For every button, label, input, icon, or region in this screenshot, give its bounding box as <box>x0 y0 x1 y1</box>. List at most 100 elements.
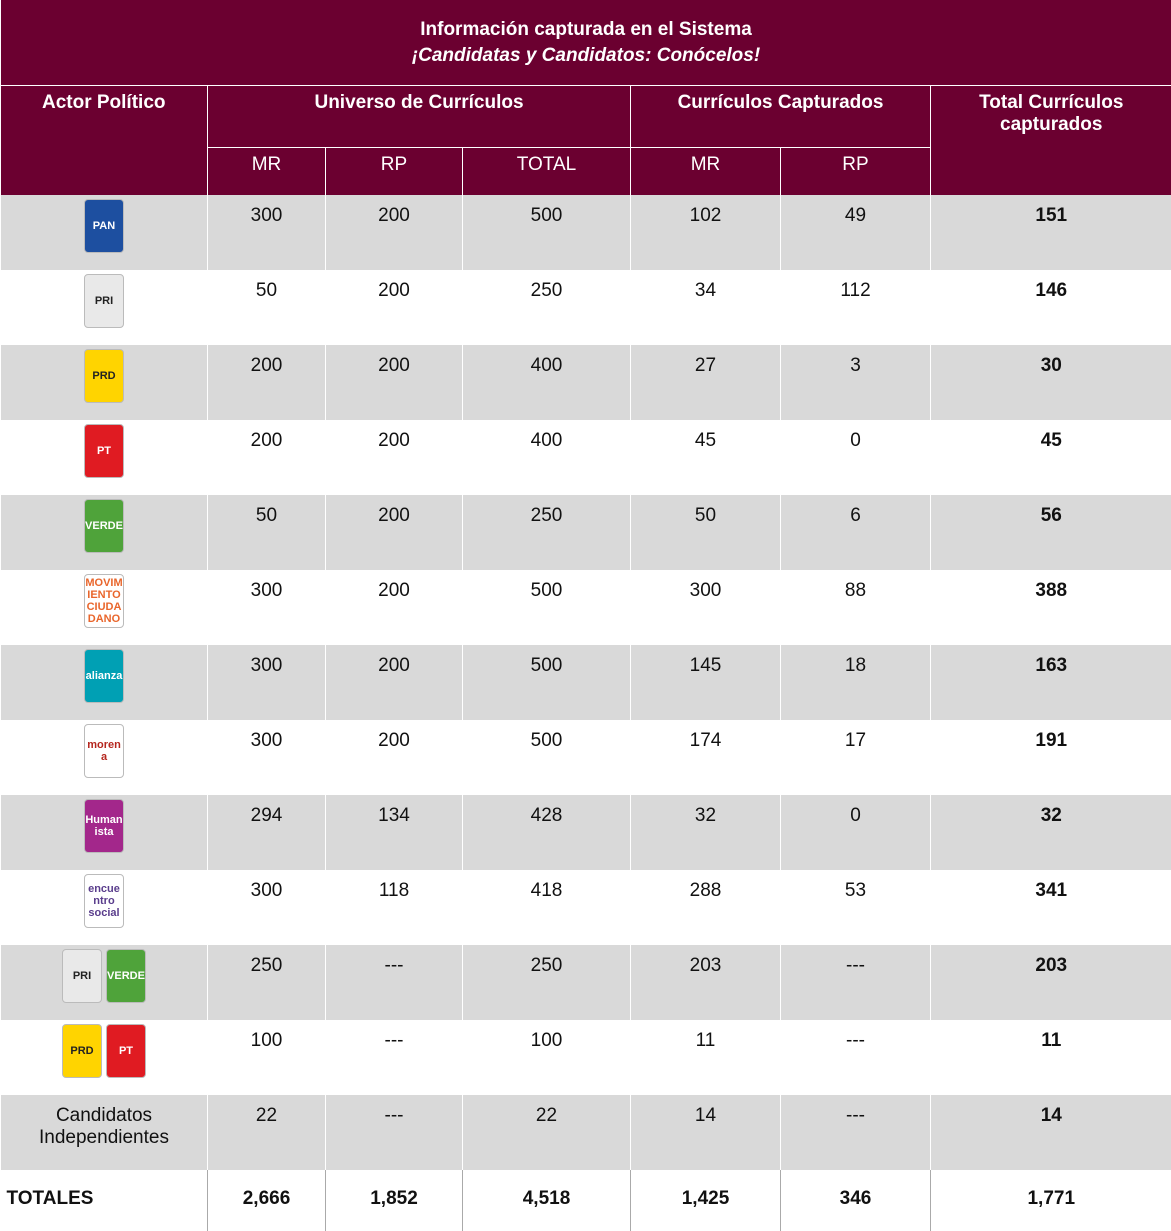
value-cell: 0 <box>781 795 931 870</box>
party-logo: VERDE <box>84 499 124 553</box>
col-header: Total Currículos capturados <box>931 86 1171 195</box>
value-cell: 145 <box>631 645 781 720</box>
party-logo: PT <box>84 424 124 478</box>
value-cell: 200 <box>208 345 326 420</box>
col-header: Actor Político <box>1 86 208 195</box>
total-cell: 388 <box>931 570 1171 645</box>
sub-header: MR <box>208 148 326 195</box>
total-cell: 146 <box>931 270 1171 345</box>
value-cell: 17 <box>781 720 931 795</box>
value-cell: 200 <box>326 645 463 720</box>
value-cell: 11 <box>631 1020 781 1095</box>
value-cell: 18 <box>781 645 931 720</box>
actor-cell: PRI <box>1 270 208 345</box>
party-logo: PRI <box>84 274 124 328</box>
value-cell: 102 <box>631 195 781 270</box>
value-cell: 22 <box>208 1095 326 1170</box>
total-cell: 163 <box>931 645 1171 720</box>
actor-cell: PAN <box>1 195 208 270</box>
party-logo: PRD <box>62 1024 102 1078</box>
value-cell: 100 <box>208 1020 326 1095</box>
party-logo: VERDE <box>106 949 146 1003</box>
actor-cell: PRD <box>1 345 208 420</box>
value-cell: 250 <box>463 495 631 570</box>
totals-cell: 346 <box>781 1170 931 1231</box>
party-logo: alianza <box>84 649 124 703</box>
value-cell: 300 <box>631 570 781 645</box>
table-title: Información capturada en el Sistema¡Cand… <box>1 0 1171 86</box>
value-cell: 500 <box>463 645 631 720</box>
value-cell: 100 <box>463 1020 631 1095</box>
value-cell: 50 <box>208 495 326 570</box>
value-cell: 500 <box>463 195 631 270</box>
sub-header: MR <box>631 148 781 195</box>
value-cell: 300 <box>208 870 326 945</box>
totals-cell: 1,852 <box>326 1170 463 1231</box>
totals-cell: 1,771 <box>931 1170 1171 1231</box>
value-cell: 200 <box>326 270 463 345</box>
total-cell: 11 <box>931 1020 1171 1095</box>
total-cell: 45 <box>931 420 1171 495</box>
party-logo: PT <box>106 1024 146 1078</box>
party-logo: PRD <box>84 349 124 403</box>
value-cell: 200 <box>326 420 463 495</box>
actor-cell: VERDE <box>1 495 208 570</box>
value-cell: --- <box>326 1020 463 1095</box>
value-cell: 14 <box>631 1095 781 1170</box>
value-cell: 50 <box>208 270 326 345</box>
actor-cell: morena <box>1 720 208 795</box>
value-cell: 500 <box>463 570 631 645</box>
value-cell: 300 <box>208 570 326 645</box>
total-cell: 203 <box>931 945 1171 1020</box>
value-cell: 118 <box>326 870 463 945</box>
title: Información capturada en el Sistema <box>420 19 752 40</box>
actor-cell: MOVIMIENTO CIUDADANO <box>1 570 208 645</box>
value-cell: 27 <box>631 345 781 420</box>
sub-header: RP <box>781 148 931 195</box>
totals-cell: 1,425 <box>631 1170 781 1231</box>
value-cell: --- <box>781 1095 931 1170</box>
value-cell: 32 <box>631 795 781 870</box>
value-cell: 294 <box>208 795 326 870</box>
value-cell: 288 <box>631 870 781 945</box>
party-logo: encuentro social <box>84 874 124 928</box>
value-cell: 400 <box>463 345 631 420</box>
value-cell: 418 <box>463 870 631 945</box>
value-cell: --- <box>326 945 463 1020</box>
actor-cell: Humanista <box>1 795 208 870</box>
value-cell: --- <box>781 1020 931 1095</box>
value-cell: 500 <box>463 720 631 795</box>
total-cell: 14 <box>931 1095 1171 1170</box>
value-cell: 34 <box>631 270 781 345</box>
value-cell: 53 <box>781 870 931 945</box>
value-cell: 250 <box>208 945 326 1020</box>
value-cell: 428 <box>463 795 631 870</box>
value-cell: 200 <box>326 345 463 420</box>
actor-cell: Candidatos Independientes <box>1 1095 208 1170</box>
sub-header: TOTAL <box>463 148 631 195</box>
party-logo: PAN <box>84 199 124 253</box>
value-cell: 300 <box>208 645 326 720</box>
value-cell: 45 <box>631 420 781 495</box>
col-header: Universo de Currículos <box>208 86 631 148</box>
value-cell: 49 <box>781 195 931 270</box>
actor-cell: alianza <box>1 645 208 720</box>
value-cell: 203 <box>631 945 781 1020</box>
total-cell: 56 <box>931 495 1171 570</box>
